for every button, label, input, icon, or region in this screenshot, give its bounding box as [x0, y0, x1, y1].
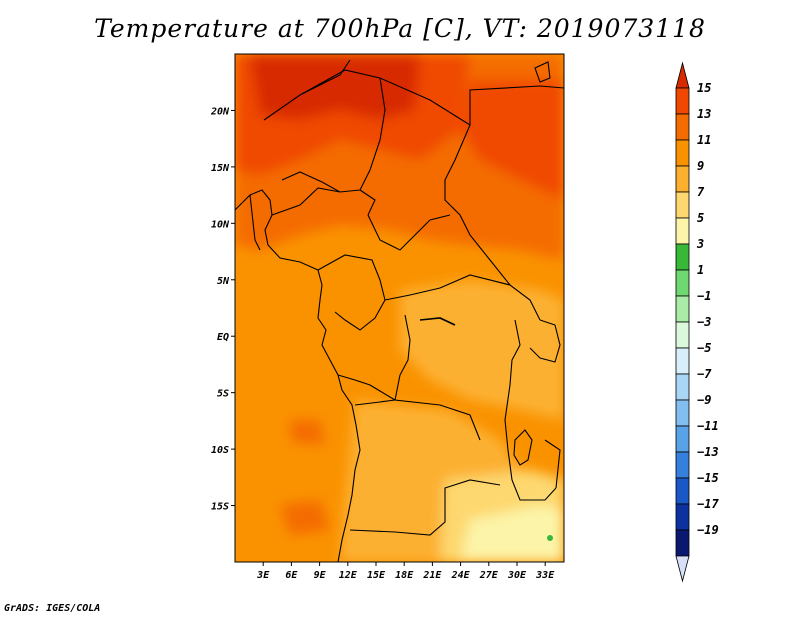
colorbar-swatch [675, 165, 690, 193]
colorbar-label: −15 [697, 471, 719, 485]
lon-tick-label: 9E [314, 570, 327, 581]
longitude-axis: 3E 6E 9E 12E 15E 18E 21E 24E 27E 30E 33E [256, 562, 555, 581]
lat-tick-label: 20N [210, 106, 230, 117]
lat-tick-label: EQ [217, 332, 229, 343]
lat-tick-label: 15S [211, 502, 229, 513]
lon-tick-label: 21E [422, 570, 442, 581]
lon-tick-label: 3E [256, 570, 270, 581]
colorbar-label: −7 [697, 367, 712, 381]
colorbar-swatch [675, 451, 690, 479]
lon-tick-label: 27E [479, 570, 499, 581]
colorbar-swatch [675, 191, 690, 219]
colorbar-label: 1 [697, 263, 704, 277]
colorbar-label: −5 [697, 341, 711, 355]
lon-tick-label: 30E [507, 570, 527, 581]
colorbar-label: −13 [697, 445, 719, 459]
colorbar-swatch [675, 425, 690, 453]
colorbar-label: 5 [697, 211, 704, 225]
lat-tick-label: 5S [217, 389, 229, 400]
colorbar-swatch [675, 243, 690, 271]
colorbar-swatch [675, 399, 690, 427]
colorbar-swatch [675, 503, 690, 531]
colorbar-bottom-arrow [675, 555, 690, 583]
colorbar-label: −17 [697, 497, 719, 511]
colorbar-label: 3 [696, 237, 704, 251]
colorbar-label: 7 [697, 185, 705, 199]
colorbar-label: −11 [697, 419, 719, 433]
colorbar-swatch [675, 87, 690, 115]
colorbar-swatch [675, 373, 690, 401]
colorbar-label: −1 [697, 289, 711, 303]
lat-tick-label: 15N [211, 163, 230, 174]
colorbar-label: 9 [697, 159, 704, 173]
colorbar-label: −3 [697, 315, 711, 329]
lon-tick-label: 12E [339, 570, 358, 581]
lon-tick-label: 15E [367, 570, 386, 581]
lat-tick-label: 10N [211, 219, 230, 230]
colorbar-legend: 15 13 11 9 7 5 3 1 −1 −3 −5 −7 −9 −11 −13 −15 −17 −19 [675, 61, 719, 583]
coastlines-borders [235, 59, 564, 562]
grads-credit: GrADS: IGES/COLA [4, 603, 101, 614]
colorbar-swatch [675, 321, 690, 349]
colorbar-label: 11 [697, 133, 711, 147]
colorbar-swatch [675, 113, 690, 141]
lon-tick-label: 6E [285, 570, 298, 581]
lon-tick-label: 18E [395, 570, 414, 581]
colorbar-label: 13 [697, 107, 711, 121]
temperature-field [235, 54, 564, 562]
colorbar-swatch [675, 529, 690, 557]
latitude-axis: 20N 15N 10N 5N EQ 5S 10S 15S [210, 106, 235, 513]
colorbar-swatch [675, 217, 690, 245]
colorbar-label: −9 [697, 393, 711, 407]
map-title: Temperature at 700hPa [C], VT: 201907311… [94, 14, 706, 43]
colorbar-swatch [675, 477, 690, 505]
lon-tick-label: 33E [535, 570, 555, 581]
colorbar-label: −19 [697, 523, 719, 537]
map-frame [234, 53, 565, 563]
colorbar-swatch [675, 295, 690, 323]
colorbar-swatch [675, 269, 690, 297]
colorbar-swatch [675, 139, 690, 167]
colorbar-label: 15 [697, 81, 711, 95]
colorbar-swatch [675, 347, 690, 375]
lat-tick-label: 5N [217, 276, 230, 287]
lon-tick-label: 24E [451, 570, 471, 581]
colorbar-top-arrow [675, 61, 690, 89]
lat-tick-label: 10S [211, 445, 229, 456]
